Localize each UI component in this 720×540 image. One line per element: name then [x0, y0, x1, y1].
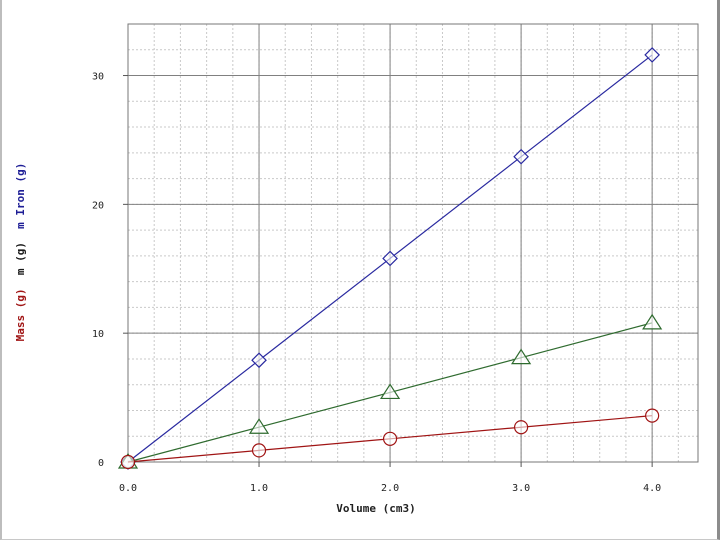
data-point-diamond — [382, 250, 398, 267]
data-point-circle — [251, 443, 267, 458]
data-point-circle — [514, 420, 529, 435]
data-point-circle — [120, 454, 136, 470]
y-axis-title: Mass (g) m (g) m Iron (g) — [14, 163, 27, 342]
x-tick-label: 2.0 — [381, 483, 399, 494]
data-point-diamond — [513, 148, 529, 165]
x-tick-label: 4.0 — [643, 483, 661, 494]
y-tick-label: 10 — [92, 329, 104, 340]
y-tick-label: 30 — [92, 72, 104, 83]
x-tick-label: 3.0 — [512, 483, 530, 494]
data-point-triangle — [379, 383, 401, 400]
data-point-diamond — [644, 47, 660, 63]
data-point-circle — [645, 408, 660, 423]
y-axis-title-segment: m Iron (g) — [14, 163, 27, 242]
tick-labels: 0.0 1.0 2.0 3.0 4.0 0 10 20 30 — [92, 72, 661, 494]
grid — [127, 23, 698, 463]
plot-frame — [127, 23, 699, 463]
series-circle — [120, 408, 660, 470]
y-axis-title-segment: Mass (g) — [14, 288, 27, 341]
data-point-triangle — [511, 348, 532, 365]
x-axis-title: Volume (cm3) — [336, 502, 415, 515]
x-tick-label: 0.0 — [119, 483, 137, 494]
data-point-circle — [382, 431, 398, 446]
data-point-triangle — [642, 313, 663, 330]
y-axis-title-segment: m (g) — [14, 242, 27, 288]
data-point-triangle — [248, 418, 270, 434]
data-point-diamond — [251, 352, 267, 369]
y-tick-label: 0 — [98, 458, 104, 469]
axes — [123, 23, 699, 467]
series-layer — [117, 47, 663, 470]
y-tick-label: 20 — [92, 200, 104, 211]
x-tick-label: 1.0 — [250, 483, 268, 494]
